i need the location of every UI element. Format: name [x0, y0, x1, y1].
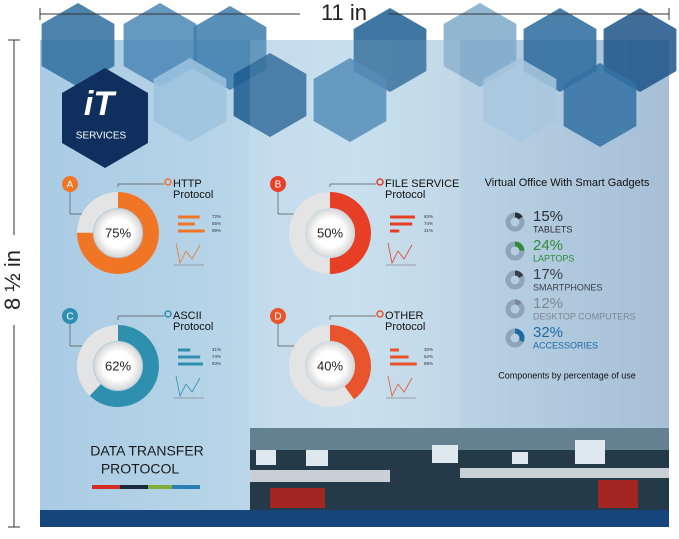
hexagon — [563, 63, 637, 147]
mini-bar-label: 83% — [212, 361, 221, 366]
mini-bar-label: 30% — [424, 347, 433, 352]
donut-arc — [77, 325, 159, 407]
mini-bar — [178, 229, 205, 233]
gadget-arc — [505, 212, 525, 232]
gadget-name: TABLETS — [533, 224, 572, 234]
panel-letter: A — [67, 180, 74, 191]
gadget-name: DESKTOP COMPUTERS — [533, 311, 636, 321]
donut-label: 50% — [317, 225, 343, 240]
donut-arc — [77, 192, 159, 274]
mini-trend — [175, 242, 201, 265]
title-dot — [164, 178, 172, 186]
mini-trend — [175, 375, 201, 398]
logo-text: SERVICES — [76, 131, 127, 142]
mini-bar-label: 62% — [424, 354, 433, 359]
logo-hex — [62, 68, 148, 168]
panel-title: FILE SERVICE — [385, 178, 459, 190]
panel-letter: B — [275, 180, 282, 191]
donut-arc — [289, 325, 371, 407]
hexagons — [41, 3, 677, 147]
dimension-lines — [8, 8, 670, 528]
donut-arc — [289, 192, 371, 274]
gadget-arc — [505, 241, 525, 261]
width-label: 11 in — [321, 0, 367, 25]
mini-bar-label: 74% — [212, 354, 221, 359]
hexagon — [153, 58, 227, 142]
height-label: 8 ½ in — [0, 250, 25, 310]
gadget-name: ACCESSORIES — [533, 340, 598, 350]
panel-title: Protocol — [173, 321, 213, 333]
panel-letter: D — [274, 312, 281, 323]
panel-title: ASCII — [173, 310, 202, 322]
mini-bar — [178, 222, 195, 226]
donut-center — [306, 342, 354, 390]
title-dot — [164, 310, 172, 318]
mini-trend — [387, 375, 413, 398]
footer-title: PROTOCOL — [101, 461, 180, 477]
hexagon — [313, 58, 387, 142]
donut-center — [306, 209, 354, 257]
donut-label: 40% — [317, 358, 343, 373]
gadgets-note: Components by percentage of use — [498, 370, 636, 380]
hexagon — [41, 3, 115, 87]
mini-bar-label: 83% — [424, 214, 433, 219]
mini-bar — [390, 348, 399, 352]
mini-bar — [178, 355, 201, 359]
footer-title: DATA TRANSFER — [90, 443, 204, 459]
mini-bar — [390, 355, 409, 359]
mini-bar-label: 72% — [212, 214, 221, 219]
donut-label: 62% — [105, 358, 131, 373]
gadget-arc — [505, 299, 525, 319]
panel-title: OTHER — [385, 310, 424, 322]
gadget-percent: 12% — [533, 295, 563, 312]
mini-bar — [178, 215, 200, 219]
logo-mark: iT — [84, 85, 117, 123]
donut-label: 75% — [105, 225, 131, 240]
panel-title: HTTP — [173, 178, 202, 190]
mini-trend — [387, 242, 413, 265]
gadgets-title: Virtual Office With Smart Gadgets — [485, 177, 650, 189]
gadget-name: LAPTOPS — [533, 253, 574, 263]
gadget-name: SMARTPHONES — [533, 282, 602, 292]
letter-badge — [270, 308, 286, 324]
gadget-percent: 17% — [533, 266, 563, 283]
letter-badge — [270, 176, 286, 192]
donut-center — [94, 209, 142, 257]
hexagon — [443, 3, 517, 87]
mini-bar-label: 41% — [212, 347, 221, 352]
gadget-percent: 15% — [533, 208, 563, 225]
panel-title: Protocol — [173, 189, 213, 201]
gadget-arc — [505, 270, 525, 290]
mini-bar — [390, 215, 415, 219]
mini-bar — [390, 222, 413, 226]
color-strip — [92, 485, 200, 489]
letter-badge — [62, 176, 78, 192]
donut-center — [94, 342, 142, 390]
mini-bar-label: 31% — [424, 228, 433, 233]
gadget-arc — [505, 328, 525, 348]
mini-bar-label: 74% — [424, 221, 433, 226]
gadget-percent: 24% — [533, 237, 563, 254]
mini-bar — [390, 362, 417, 366]
hexagon — [483, 58, 557, 142]
gadget-percent: 32% — [533, 324, 563, 341]
panel-letter: C — [66, 312, 73, 323]
mini-bar-label: 89% — [424, 361, 433, 366]
mini-bar — [390, 229, 400, 233]
mini-bar — [178, 348, 191, 352]
mini-bar-label: 89% — [212, 228, 221, 233]
letter-badge — [62, 308, 78, 324]
title-dot — [376, 310, 384, 318]
panel-title: Protocol — [385, 189, 425, 201]
panel-title: Protocol — [385, 321, 425, 333]
hexagon — [603, 8, 677, 92]
bottom-strip — [40, 510, 669, 527]
hexagon — [233, 53, 307, 137]
mini-bar-label: 56% — [212, 221, 221, 226]
photo-details — [250, 428, 669, 508]
title-dot — [376, 178, 384, 186]
mini-bar — [178, 362, 203, 366]
